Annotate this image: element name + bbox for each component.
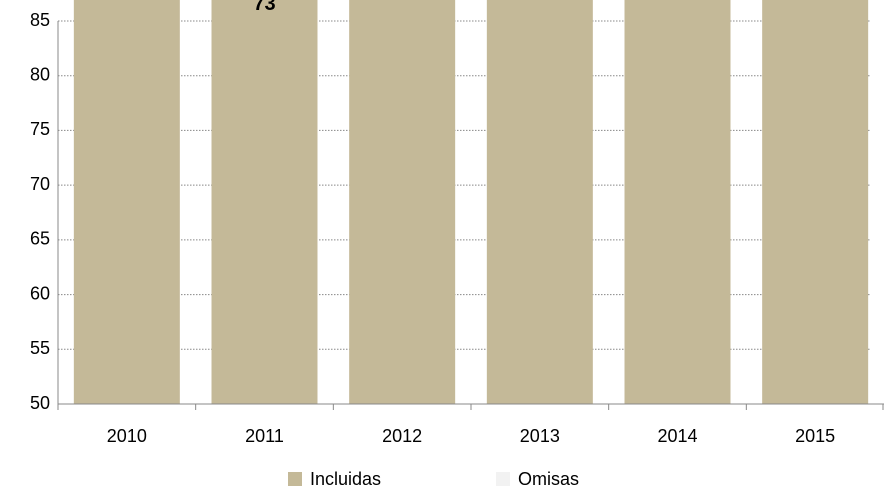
bar-segment xyxy=(211,0,318,404)
bar-segment xyxy=(486,0,593,404)
legend-swatch xyxy=(288,472,302,486)
legend-label: Omisas xyxy=(518,469,579,489)
x-tick-label: 2012 xyxy=(382,426,422,446)
x-tick-label: 2015 xyxy=(795,426,835,446)
y-tick-label: 55 xyxy=(30,338,50,358)
y-tick-label: 50 xyxy=(30,393,50,413)
bar-segment xyxy=(349,0,456,405)
bar-segment xyxy=(762,0,869,405)
value-label: 73 xyxy=(253,0,275,15)
bar-segment xyxy=(624,0,731,404)
y-tick-label: 65 xyxy=(30,229,50,249)
y-tick-label: 85 xyxy=(30,10,50,30)
x-tick-label: 2013 xyxy=(520,426,560,446)
y-tick-label: 75 xyxy=(30,119,50,139)
legend-label: Incluidas xyxy=(310,469,381,489)
y-tick-label: 80 xyxy=(30,64,50,84)
x-tick-label: 2011 xyxy=(245,426,284,446)
y-tick-label: 60 xyxy=(30,283,50,303)
x-tick-label: 2014 xyxy=(657,426,697,446)
bar-segment xyxy=(73,0,180,404)
x-tick-label: 2010 xyxy=(107,426,147,446)
y-tick-label: 70 xyxy=(30,174,50,194)
legend-swatch xyxy=(496,472,510,486)
